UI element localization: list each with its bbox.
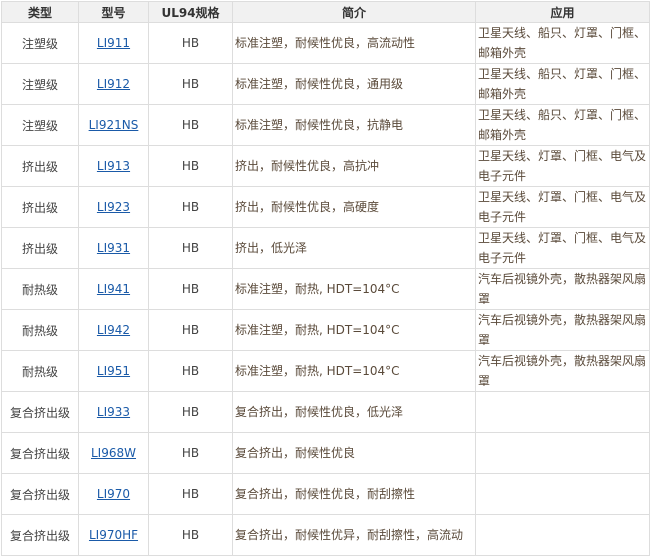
cell-application: 卫星天线、船只、灯罩、门框、邮箱外壳 <box>475 104 650 146</box>
cell-model: LI970HF <box>78 514 149 556</box>
model-link[interactable]: LI921NS <box>88 118 139 132</box>
cell-type: 挤出级 <box>1 227 79 269</box>
model-link[interactable]: LI970 <box>96 487 131 501</box>
cell-description: 标准注塑，耐热, HDT=104°C <box>232 350 476 392</box>
cell-model: LI941 <box>78 268 149 310</box>
cell-application <box>475 391 650 433</box>
cell-description: 标准注塑，耐候性优良，抗静电 <box>232 104 476 146</box>
cell-model: LI942 <box>78 309 149 351</box>
cell-application <box>475 432 650 474</box>
table-row: 耐热级 LI942 HB 标准注塑，耐热, HDT=104°C 汽车后视镜外壳，… <box>1 309 650 351</box>
cell-model: LI913 <box>78 145 149 187</box>
cell-application: 汽车后视镜外壳，散热器架风扇罩 <box>475 309 650 351</box>
cell-type: 耐热级 <box>1 350 79 392</box>
header-row: 类型 型号 UL94规格 简介 应用 <box>1 1 650 23</box>
model-link[interactable]: LI951 <box>96 364 131 378</box>
cell-model: LI951 <box>78 350 149 392</box>
table-row: 注塑级 LI912 HB 标准注塑，耐候性优良，通用级 卫星天线、船只、灯罩、门… <box>1 63 650 105</box>
cell-model: LI968W <box>78 432 149 474</box>
header-model: 型号 <box>78 1 149 23</box>
cell-type: 复合挤出级 <box>1 432 79 474</box>
cell-application: 汽车后视镜外壳，散热器架风扇罩 <box>475 268 650 310</box>
cell-model: LI933 <box>78 391 149 433</box>
table-row: 挤出级 LI923 HB 挤出，耐候性优良，高硬度 卫星天线、灯罩、门框、电气及… <box>1 186 650 228</box>
cell-description: 标准注塑，耐热, HDT=104°C <box>232 309 476 351</box>
model-link[interactable]: LI913 <box>96 159 131 173</box>
table-row: 耐热级 LI951 HB 标准注塑，耐热, HDT=104°C 汽车后视镜外壳，… <box>1 350 650 392</box>
cell-model: LI911 <box>78 22 149 64</box>
cell-application: 卫星天线、船只、灯罩、门框、邮箱外壳 <box>475 22 650 64</box>
header-type: 类型 <box>1 1 79 23</box>
cell-application: 卫星天线、灯罩、门框、电气及电子元件 <box>475 145 650 187</box>
table-row: 复合挤出级 LI970HF HB 复合挤出，耐候性优异，耐刮擦性，高流动 <box>1 514 650 556</box>
cell-description: 标准注塑，耐热, HDT=104°C <box>232 268 476 310</box>
cell-ul94: HB <box>148 391 233 433</box>
cell-description: 复合挤出，耐候性优良，低光泽 <box>232 391 476 433</box>
model-link[interactable]: LI970HF <box>88 528 139 542</box>
table-row: 挤出级 LI931 HB 挤出，低光泽 卫星天线、灯罩、门框、电气及电子元件 <box>1 227 650 269</box>
cell-ul94: HB <box>148 268 233 310</box>
cell-ul94: HB <box>148 514 233 556</box>
cell-ul94: HB <box>148 63 233 105</box>
model-link[interactable]: LI923 <box>96 200 131 214</box>
table-row: 复合挤出级 LI968W HB 复合挤出，耐候性优良 <box>1 432 650 474</box>
cell-ul94: HB <box>148 104 233 146</box>
cell-model: LI921NS <box>78 104 149 146</box>
cell-type: 挤出级 <box>1 145 79 187</box>
model-link[interactable]: LI931 <box>96 241 131 255</box>
cell-application: 卫星天线、灯罩、门框、电气及电子元件 <box>475 227 650 269</box>
cell-model: LI970 <box>78 473 149 515</box>
model-link[interactable]: LI912 <box>96 77 131 91</box>
cell-ul94: HB <box>148 227 233 269</box>
header-ul94: UL94规格 <box>148 1 233 23</box>
cell-type: 耐热级 <box>1 268 79 310</box>
model-link[interactable]: LI911 <box>96 36 131 50</box>
cell-description: 标准注塑，耐候性优良，高流动性 <box>232 22 476 64</box>
cell-model: LI931 <box>78 227 149 269</box>
cell-description: 标准注塑，耐候性优良，通用级 <box>232 63 476 105</box>
cell-ul94: HB <box>148 145 233 187</box>
cell-application <box>475 514 650 556</box>
cell-type: 挤出级 <box>1 186 79 228</box>
cell-description: 复合挤出，耐候性优良 <box>232 432 476 474</box>
model-link[interactable]: LI942 <box>96 323 131 337</box>
cell-description: 复合挤出，耐候性优异，耐刮擦性，高流动 <box>232 514 476 556</box>
table-row: 挤出级 LI913 HB 挤出，耐候性优良，高抗冲 卫星天线、灯罩、门框、电气及… <box>1 145 650 187</box>
cell-type: 复合挤出级 <box>1 514 79 556</box>
cell-application <box>475 473 650 515</box>
model-link[interactable]: LI941 <box>96 282 131 296</box>
table-row: 注塑级 LI921NS HB 标准注塑，耐候性优良，抗静电 卫星天线、船只、灯罩… <box>1 104 650 146</box>
table-row: 耐热级 LI941 HB 标准注塑，耐热, HDT=104°C 汽车后视镜外壳，… <box>1 268 650 310</box>
cell-type: 复合挤出级 <box>1 473 79 515</box>
header-application: 应用 <box>475 1 650 23</box>
cell-ul94: HB <box>148 350 233 392</box>
cell-description: 复合挤出，耐候性优良，耐刮擦性 <box>232 473 476 515</box>
cell-application: 卫星天线、船只、灯罩、门框、邮箱外壳 <box>475 63 650 105</box>
cell-ul94: HB <box>148 186 233 228</box>
cell-type: 注塑级 <box>1 104 79 146</box>
cell-type: 复合挤出级 <box>1 391 79 433</box>
cell-description: 挤出，耐候性优良，高硬度 <box>232 186 476 228</box>
cell-type: 注塑级 <box>1 22 79 64</box>
table-row: 复合挤出级 LI970 HB 复合挤出，耐候性优良，耐刮擦性 <box>1 473 650 515</box>
cell-description: 挤出，低光泽 <box>232 227 476 269</box>
model-link[interactable]: LI933 <box>96 405 131 419</box>
cell-application: 汽车后视镜外壳，散热器架风扇罩 <box>475 350 650 392</box>
cell-model: LI912 <box>78 63 149 105</box>
cell-model: LI923 <box>78 186 149 228</box>
model-link[interactable]: LI968W <box>91 446 136 460</box>
table-row: 复合挤出级 LI933 HB 复合挤出，耐候性优良，低光泽 <box>1 391 650 433</box>
cell-description: 挤出，耐候性优良，高抗冲 <box>232 145 476 187</box>
cell-ul94: HB <box>148 432 233 474</box>
cell-ul94: HB <box>148 22 233 64</box>
table-row: 注塑级 LI911 HB 标准注塑，耐候性优良，高流动性 卫星天线、船只、灯罩、… <box>1 22 650 64</box>
cell-application: 卫星天线、灯罩、门框、电气及电子元件 <box>475 186 650 228</box>
cell-ul94: HB <box>148 309 233 351</box>
cell-type: 耐热级 <box>1 309 79 351</box>
cell-type: 注塑级 <box>1 63 79 105</box>
cell-ul94: HB <box>148 473 233 515</box>
header-description: 简介 <box>232 1 476 23</box>
